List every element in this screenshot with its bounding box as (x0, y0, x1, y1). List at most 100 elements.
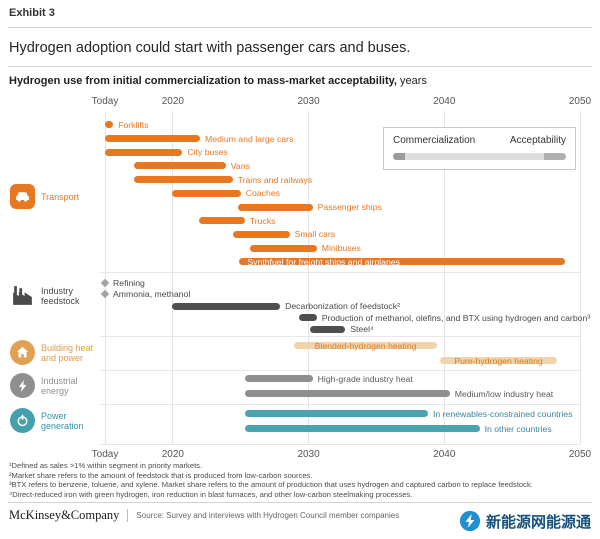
timeline-bar (198, 217, 245, 225)
axis-tick-label-bottom: 2050 (568, 449, 592, 460)
row-label: Coaches (245, 188, 280, 199)
axis-tick-label-top: Today (91, 96, 119, 107)
axis-tick-label-top: 2050 (568, 96, 592, 107)
axis-gridline (172, 111, 174, 444)
watermark-logo-icon (459, 510, 481, 532)
timeline-bar (244, 390, 450, 397)
timeline-bar (293, 342, 438, 349)
row-label: Synthfuel for freight ships and airplane… (247, 256, 400, 267)
axis-tick-label-top: 2020 (161, 96, 184, 107)
group-label-line: Industrial (41, 375, 78, 386)
chart-subtitle-unit: years (396, 75, 427, 87)
watermark-badge: 新能源网能源通 (454, 508, 595, 534)
axis-gridline (443, 111, 445, 444)
timeline-bar (105, 148, 183, 156)
group-divider (100, 272, 580, 273)
axis-tick-label-bottom: 2030 (297, 449, 320, 460)
row-label: Medium and large cars (205, 133, 294, 144)
row-label: Minibuses (321, 243, 361, 254)
timeline-bar (133, 176, 233, 184)
factory-icon (10, 283, 35, 308)
chart-legend: Commercialization Acceptability (383, 127, 576, 170)
row-label: In other countries (484, 423, 552, 434)
row-label: Blended-hydrogen heating (314, 340, 417, 351)
row-label: In renewables-constrained countries (433, 408, 573, 419)
legend-sample-bar (393, 153, 566, 160)
axis-tick-label-bottom: 2020 (161, 449, 184, 460)
top-divider (8, 27, 592, 28)
row-label: Small cars (294, 229, 336, 240)
row-label: Pure-hydrogen heating (454, 355, 543, 366)
timeline-bar (238, 203, 313, 211)
row-label: Refining (113, 277, 145, 288)
row-label: Medium/low industry heat (454, 388, 554, 399)
row-label: City buses (187, 147, 228, 158)
title-divider (8, 66, 592, 67)
timeline-bar (171, 189, 241, 197)
axis-tick-label-bottom: 2040 (433, 449, 456, 460)
timeline-bar (244, 375, 313, 382)
row-label: Production of methanol, olefins, and BTX… (321, 312, 591, 323)
footer-divider (8, 502, 592, 503)
group-label-line: Industry (41, 285, 74, 296)
group-label-line: generation (41, 420, 84, 431)
group-industrial-energy: Industrial energy (10, 373, 102, 398)
row-label: Decarbonization of feedstock² (285, 301, 400, 311)
timeline-bar (440, 357, 557, 364)
legend-acceptability-cap (544, 153, 566, 160)
power-symbol-icon (10, 408, 35, 433)
milestone-diamond (100, 278, 110, 288)
group-divider (100, 444, 580, 445)
timeline-bar (171, 302, 281, 310)
house-icon (10, 340, 35, 365)
row-label: Trucks (249, 215, 276, 226)
legend-commercialization-label: Commercialization (393, 135, 476, 146)
energy-bolt-icon (10, 373, 35, 398)
footer: McKinsey&Company Source: Survey and inte… (9, 508, 399, 523)
footnote-1: ¹Defined as sales >1% within segment in … (9, 461, 203, 470)
group-label-transport: Transport (41, 192, 79, 202)
group-transport: Transport (10, 184, 102, 209)
exhibit-label: Exhibit 3 (9, 7, 55, 19)
group-building-heat: Building heat and power (10, 340, 102, 365)
timeline-bar (299, 314, 317, 322)
car-icon (10, 184, 35, 209)
row-label: Ammonia, methanol (113, 289, 191, 300)
group-divider (100, 404, 580, 405)
axis-gridline (308, 111, 310, 444)
timeline-bar (239, 258, 566, 266)
timeline-bar (309, 325, 346, 333)
footer-separator (127, 509, 129, 522)
axis-tick-label-top: 2040 (433, 96, 456, 107)
axis-tick-label-top: 2030 (297, 96, 320, 107)
timeline-bar (105, 135, 200, 143)
legend-acceptability-label: Acceptability (509, 135, 566, 146)
chart-subtitle: Hydrogen use from initial commercializat… (9, 75, 427, 87)
timeline-bar (232, 230, 290, 238)
legend-commercialization-cap (393, 153, 405, 160)
group-label-line: and power (41, 352, 84, 363)
group-power-generation: Power generation (10, 408, 102, 433)
timeline-bar (133, 162, 226, 170)
axis-gridline (104, 111, 106, 444)
milestone-diamond (100, 290, 110, 299)
row-label: High-grade industry heat (317, 373, 413, 384)
mckinsey-logo-text: McKinsey&Company (9, 508, 120, 522)
chart-subtitle-bold: Hydrogen use from initial commercializat… (9, 75, 397, 87)
group-label-line: energy (41, 385, 69, 396)
group-label-industrial-energy: Industrial energy (41, 376, 78, 396)
group-label-building-heat: Building heat and power (41, 343, 93, 363)
group-label-line: Transport (41, 191, 80, 202)
row-label: Forklifts (118, 119, 149, 130)
axis-tick-label-bottom: Today (91, 449, 119, 460)
row-label: Trains and railways (237, 174, 313, 185)
footnotes: ¹Defined as sales >1% within segment in … (9, 461, 591, 499)
footnote-4: ⁴Direct-reduced iron with green hydrogen… (9, 489, 413, 499)
watermark-text: 新能源网能源通 (485, 513, 591, 531)
timeline-bar (244, 410, 428, 417)
group-label-power-generation: Power generation (41, 411, 84, 431)
row-label: Vans (230, 160, 250, 171)
timeline-bar (250, 244, 317, 252)
group-label-line: Building heat (41, 342, 94, 353)
group-divider (100, 336, 580, 337)
